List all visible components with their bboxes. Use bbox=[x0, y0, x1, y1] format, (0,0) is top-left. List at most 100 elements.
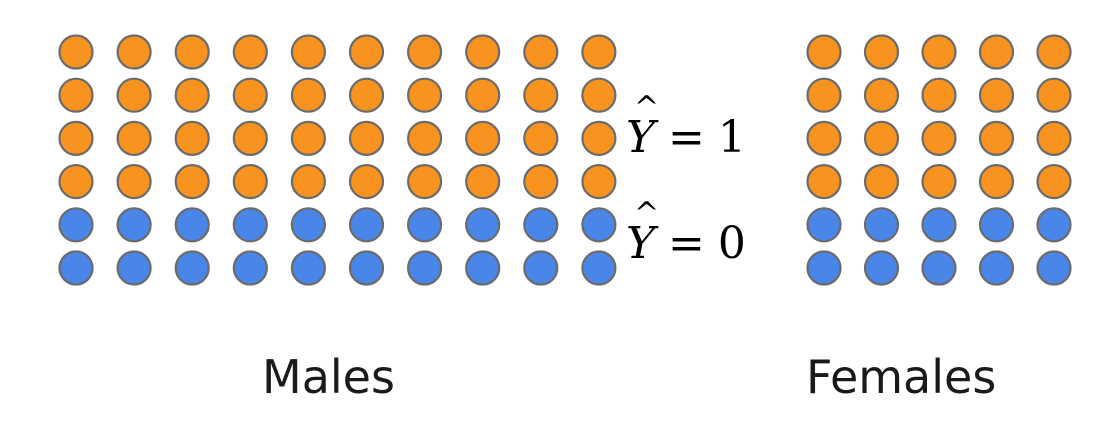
females-dot-negative bbox=[921, 207, 957, 243]
males-dot-positive bbox=[581, 164, 617, 200]
males-dot-negative bbox=[58, 207, 94, 243]
males-dot-negative bbox=[290, 250, 326, 286]
equals-sign: = bbox=[668, 112, 706, 163]
males-dot-positive bbox=[348, 77, 385, 113]
males-dot-positive bbox=[523, 120, 559, 156]
y-hat-symbol: Y bbox=[626, 196, 660, 269]
females-dot-positive bbox=[978, 164, 1015, 200]
males-dot-negative bbox=[581, 207, 617, 243]
males-dot-positive bbox=[523, 164, 559, 200]
males-dot-negative bbox=[348, 207, 385, 243]
females-label: Females bbox=[806, 350, 997, 404]
males-dot-positive bbox=[348, 120, 385, 156]
males-dot-positive bbox=[581, 34, 617, 70]
males-dot-negative bbox=[116, 207, 152, 243]
females-dot-positive bbox=[978, 120, 1015, 156]
males-dot-negative bbox=[174, 207, 210, 243]
males-dot-negative bbox=[58, 250, 94, 286]
males-dot-positive bbox=[232, 77, 268, 113]
males-dot-positive bbox=[523, 77, 559, 113]
males-dot-negative bbox=[465, 207, 501, 243]
males-dot-positive bbox=[58, 34, 94, 70]
males-dot-negative bbox=[581, 250, 617, 286]
males-dot-positive bbox=[116, 120, 152, 156]
y-hat-symbol: Y bbox=[626, 90, 660, 163]
females-dot-positive bbox=[863, 77, 900, 113]
males-dot-positive bbox=[290, 77, 326, 113]
label-y-hat-equals-1: Y=1 bbox=[626, 90, 747, 163]
label-y-hat-equals-0: Y=0 bbox=[626, 196, 747, 269]
males-dot-negative bbox=[407, 207, 443, 243]
males-dot-positive bbox=[581, 77, 617, 113]
females-dot-positive bbox=[806, 120, 842, 156]
females-dot-positive bbox=[863, 120, 900, 156]
females-dot-positive bbox=[806, 164, 842, 200]
males-dot-positive bbox=[232, 164, 268, 200]
males-dot-positive bbox=[116, 164, 152, 200]
males-dot-negative bbox=[232, 250, 268, 286]
males-dot-positive bbox=[174, 120, 210, 156]
equals-sign: = bbox=[668, 218, 706, 269]
females-dot-negative bbox=[863, 250, 900, 286]
females-dot-positive bbox=[1036, 34, 1072, 70]
females-dot-positive bbox=[1036, 120, 1072, 156]
males-dot-negative bbox=[523, 250, 559, 286]
males-dot-negative bbox=[290, 207, 326, 243]
males-dot-positive bbox=[465, 34, 501, 70]
males-dot-positive bbox=[174, 77, 210, 113]
males-dot-positive bbox=[407, 34, 443, 70]
females-dot-positive bbox=[863, 34, 900, 70]
females-dot-positive bbox=[978, 34, 1015, 70]
females-dot-negative bbox=[1036, 207, 1072, 243]
males-dot-negative bbox=[348, 250, 385, 286]
females-dot-positive bbox=[921, 34, 957, 70]
females-dot-negative bbox=[921, 250, 957, 286]
females-dot-positive bbox=[921, 164, 957, 200]
males-dot-negative bbox=[174, 250, 210, 286]
females-dot-negative bbox=[978, 250, 1015, 286]
males-dot-positive bbox=[290, 120, 326, 156]
males-dot-positive bbox=[116, 77, 152, 113]
males-dot-positive bbox=[465, 164, 501, 200]
males-dot-negative bbox=[523, 207, 559, 243]
males-dot-positive bbox=[116, 34, 152, 70]
males-dot-positive bbox=[465, 120, 501, 156]
males-label: Males bbox=[262, 350, 395, 404]
males-dot-positive bbox=[58, 164, 94, 200]
females-dot-positive bbox=[1036, 164, 1072, 200]
males-dot-positive bbox=[174, 164, 210, 200]
males-dot-positive bbox=[407, 164, 443, 200]
males-dot-positive bbox=[581, 120, 617, 156]
males-dot-positive bbox=[348, 164, 385, 200]
females-dot-negative bbox=[863, 207, 900, 243]
females-dot-negative bbox=[978, 207, 1015, 243]
males-dot-positive bbox=[174, 34, 210, 70]
males-dot-positive bbox=[465, 77, 501, 113]
males-dot-positive bbox=[58, 77, 94, 113]
males-dot-negative bbox=[116, 250, 152, 286]
males-dot-positive bbox=[232, 120, 268, 156]
males-dot-positive bbox=[348, 34, 385, 70]
males-dot-positive bbox=[232, 34, 268, 70]
males-dot-grid bbox=[58, 34, 617, 286]
females-dot-positive bbox=[978, 77, 1015, 113]
value-one: 1 bbox=[717, 112, 747, 163]
males-dot-positive bbox=[290, 164, 326, 200]
males-dot-negative bbox=[465, 250, 501, 286]
males-dot-positive bbox=[407, 120, 443, 156]
females-dot-positive bbox=[806, 34, 842, 70]
males-dot-negative bbox=[407, 250, 443, 286]
males-dot-positive bbox=[58, 120, 94, 156]
females-dot-positive bbox=[921, 120, 957, 156]
females-dot-grid bbox=[806, 34, 1072, 286]
females-dot-positive bbox=[806, 77, 842, 113]
females-dot-positive bbox=[1036, 77, 1072, 113]
females-dot-negative bbox=[806, 207, 842, 243]
females-dot-positive bbox=[863, 164, 900, 200]
value-zero: 0 bbox=[717, 218, 747, 269]
females-dot-negative bbox=[1036, 250, 1072, 286]
males-dot-positive bbox=[407, 77, 443, 113]
females-dot-positive bbox=[921, 77, 957, 113]
